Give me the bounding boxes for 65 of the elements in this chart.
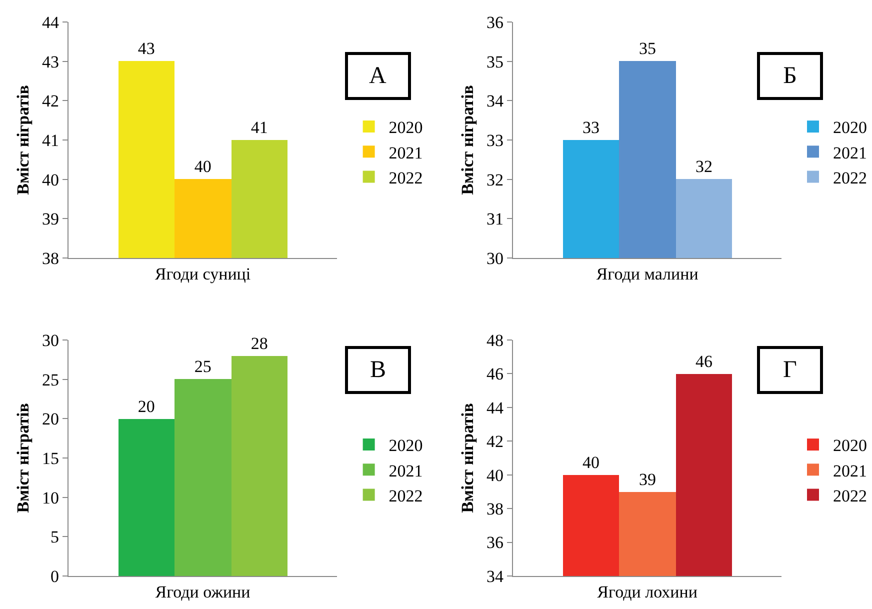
y-tick-label: 30 — [42, 330, 59, 350]
y-tick-label: 0 — [50, 566, 59, 586]
data-label: 41 — [250, 118, 268, 137]
text: А — [369, 63, 387, 89]
legend-label: 2020 — [833, 118, 867, 138]
data-label: 43 — [138, 39, 155, 58]
y-tick-label: 48 — [486, 330, 504, 350]
y-tick-label: 38 — [486, 500, 504, 519]
data-label: 46 — [695, 352, 712, 371]
y-tick-label: 44 — [42, 12, 60, 32]
data-label: 39 — [638, 470, 656, 489]
legend-label: 2020 — [388, 436, 423, 456]
y-tick-label: 25 — [42, 370, 59, 390]
legend-label: 2021 — [833, 143, 867, 162]
data-label: 33 — [582, 118, 600, 137]
y-tick-label: 32 — [486, 170, 504, 190]
data-label: 40 — [582, 453, 600, 472]
y-tick-label: 44 — [486, 398, 504, 418]
data-label: 28 — [250, 334, 268, 353]
y-tick-label: 35 — [486, 52, 504, 72]
legend-label: 2022 — [833, 168, 867, 188]
data-label: 40 — [194, 157, 212, 176]
legend-label: 2020 — [833, 436, 867, 456]
y-axis-title: Вміст нігратів — [458, 403, 478, 513]
x-tick-label: Ягоди лохини — [597, 582, 698, 602]
x-tick-label: Ягоди малини — [596, 264, 698, 284]
y-tick-label: 30 — [486, 248, 504, 268]
legend-label: 2021 — [388, 461, 423, 480]
y-axis-title: Вміст нігратів — [14, 85, 33, 195]
y-tick-label: 42 — [42, 92, 59, 111]
x-tick-label: Ягоди ожини — [155, 582, 250, 602]
data-label: 20 — [138, 397, 155, 416]
y-tick-label: 43 — [42, 52, 59, 72]
y-tick-label: 39 — [42, 210, 59, 229]
y-tick-label: 15 — [42, 448, 59, 468]
y-tick-label: 42 — [486, 432, 504, 452]
legend-label: 2021 — [833, 461, 867, 480]
legend-label: 2021 — [388, 143, 423, 162]
legend-label: 2022 — [388, 486, 423, 506]
data-label: 35 — [638, 39, 656, 58]
y-tick-label: 46 — [486, 364, 504, 384]
legend-label: 2022 — [833, 486, 867, 506]
y-tick-label: 38 — [42, 248, 59, 268]
data-label: 32 — [695, 157, 712, 176]
y-tick-label: 33 — [486, 130, 504, 150]
y-tick-label: 34 — [486, 92, 504, 111]
y-axis-title: Вміст нігратів — [14, 403, 33, 513]
y-tick-label: 20 — [42, 410, 59, 429]
y-tick-label: 36 — [486, 12, 504, 32]
legend-label: 2020 — [388, 118, 423, 138]
data-label: 25 — [194, 357, 212, 376]
y-tick-label: 41 — [42, 130, 59, 150]
text: Г — [783, 357, 797, 383]
legend-label: 2022 — [388, 168, 423, 188]
text: В — [370, 357, 386, 383]
text: Б — [783, 63, 797, 89]
y-tick-label: 40 — [42, 170, 59, 190]
y-tick-label: 36 — [486, 533, 504, 552]
y-tick-label: 5 — [50, 528, 59, 547]
y-axis-title: Вміст нігратів — [458, 85, 478, 195]
y-tick-label: 10 — [42, 488, 59, 508]
x-tick-label: Ягоди суниці — [154, 264, 251, 284]
y-tick-label: 31 — [486, 210, 504, 229]
y-tick-label: 34 — [486, 566, 504, 586]
y-tick-label: 40 — [486, 466, 504, 485]
